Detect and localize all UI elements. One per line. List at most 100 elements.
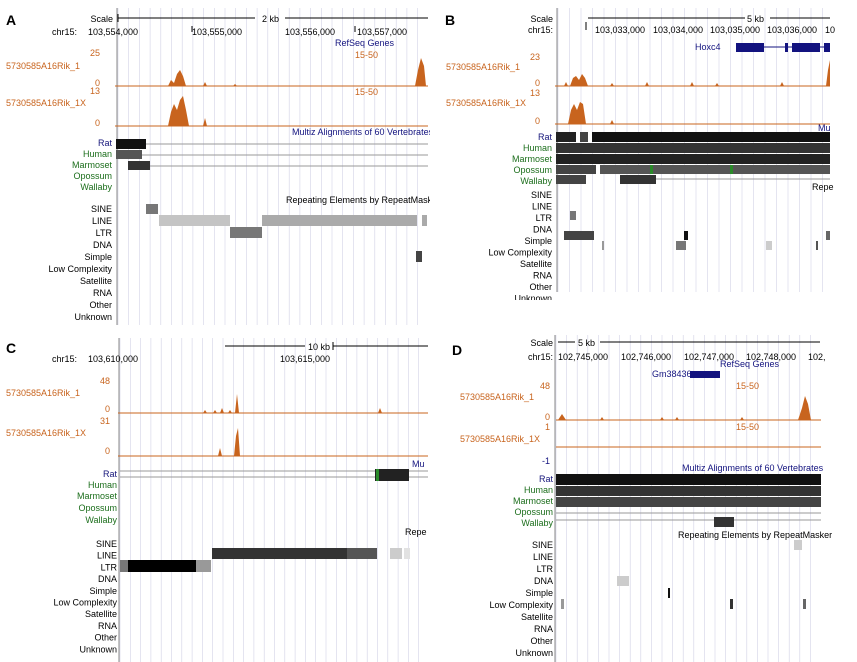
tick-label: 102,748,000 <box>746 352 796 362</box>
track-min: 0 <box>95 78 100 88</box>
chrom-label: chr15: <box>52 354 77 364</box>
svg-text:Rat: Rat <box>539 474 554 484</box>
svg-text:Wallaby: Wallaby <box>520 176 552 186</box>
repeatmasker-label: Repeating Elements by RepeatMasker <box>678 530 832 540</box>
repeat-class-label: LINE <box>533 552 553 562</box>
tick-label: 103,615,000 <box>280 354 330 364</box>
repeat-class-label: LINE <box>532 202 552 212</box>
signal-peaks <box>168 58 426 86</box>
range-label: 15-50 <box>736 422 759 432</box>
tick-label: 102,746,000 <box>621 352 671 362</box>
track-min: 0 <box>535 116 540 126</box>
repeat-class-label: Simple <box>525 588 553 598</box>
alignment-blocks <box>556 132 830 184</box>
svg-text:Opossum: Opossum <box>514 507 553 517</box>
repeat-class-label: Unknown <box>79 644 117 654</box>
repeat-class-label: Other <box>94 633 117 643</box>
repeat-class-label: Satellite <box>520 259 552 269</box>
track-name: 5730585A16Rik_1 <box>460 392 534 402</box>
svg-text:Wallaby: Wallaby <box>80 182 112 192</box>
track-min: 0 <box>95 118 100 128</box>
repeat-class-label: DNA <box>533 225 552 235</box>
repeat-class-label: RNA <box>93 288 112 298</box>
svg-text:Wallaby: Wallaby <box>521 518 553 528</box>
chrom-label: chr15: <box>52 27 77 37</box>
scale-label: Scale <box>90 14 113 24</box>
range-label: 15-50 <box>355 87 378 97</box>
track-max: 31 <box>100 416 110 426</box>
tick-label: 103,033,000 <box>595 25 645 35</box>
repeat-class-label: DNA <box>98 574 117 584</box>
repeat-class-label: Simple <box>84 252 112 262</box>
track-name: 5730585A16Rik_1 <box>446 62 520 72</box>
panel-label-b: B <box>445 12 456 28</box>
multiz-label: Multiz Alignments of 60 Vertebrates <box>682 463 824 473</box>
gene-model <box>736 43 830 52</box>
track-max: 13 <box>530 88 540 98</box>
multiz-label: Mu <box>818 123 831 133</box>
species-labels: Rat Human Marmoset Opossum Wallaby <box>72 138 113 192</box>
repeat-class-label: Other <box>89 300 112 310</box>
svg-text:Marmoset: Marmoset <box>77 491 118 501</box>
repeat-blocks <box>561 540 806 609</box>
chrom-label: chr15: <box>528 352 553 362</box>
species-labels: Rat Human Marmoset Opossum Wallaby <box>513 474 554 528</box>
scale-label: Scale <box>530 338 553 348</box>
tick-label: 103,036,000 <box>767 25 817 35</box>
panel-c: 10 kb chr15: 103,610,000 103,615,000 573… <box>6 338 428 662</box>
repeat-class-label: SINE <box>532 540 553 550</box>
multiz-label: Mu <box>412 459 425 469</box>
track-name: 5730585A16Rik_1 <box>6 61 80 71</box>
repeat-class-label: RNA <box>534 624 553 634</box>
repeat-class-label: Other <box>529 282 552 292</box>
repeat-class-label: LTR <box>536 213 553 223</box>
gene-name: Gm38436 <box>652 369 692 379</box>
repeat-blocks <box>564 211 830 250</box>
repeat-class-label: SINE <box>91 204 112 214</box>
refseq-label: RefSeq Genes <box>720 359 780 369</box>
svg-text:Marmoset: Marmoset <box>512 154 553 164</box>
tick-label: 103,556,000 <box>285 27 335 37</box>
repeat-class-label: Satellite <box>521 612 553 622</box>
svg-text:Opossum: Opossum <box>73 171 112 181</box>
alignment-blocks <box>120 469 428 481</box>
repeat-class-label: Simple <box>89 586 117 596</box>
panel-a: Scale 2 kb chr15: 103,554,000 103,555,00… <box>6 8 430 325</box>
repeat-class-label: SINE <box>531 190 552 200</box>
multiz-label: Multiz Alignments of 60 Vertebrates <box>292 127 430 137</box>
track-min: 0 <box>545 412 550 422</box>
repeat-class-label: LTR <box>537 564 554 574</box>
track-min: 0 <box>105 446 110 456</box>
repeat-class-label: Simple <box>524 236 552 246</box>
scale-value: 5 kb <box>747 14 764 24</box>
species-labels: Rat Human Marmoset Opossum Wallaby <box>512 132 553 186</box>
grid-c <box>118 338 420 662</box>
gene-name: Hoxc4 <box>695 42 721 52</box>
tick-label: 103,554,000 <box>88 27 138 37</box>
panel-label-c: C <box>6 340 17 356</box>
tick-label: 102, <box>808 352 826 362</box>
repeat-class-label: Satellite <box>85 609 117 619</box>
track-name: 5730585A16Rik_1X <box>6 98 86 108</box>
tick-label: 103,035,000 <box>710 25 760 35</box>
track-max: 23 <box>530 52 540 62</box>
track-min: 0 <box>535 78 540 88</box>
panel-d: Scale 5 kb chr15: 102,745,000 102,746,00… <box>460 335 832 662</box>
svg-text:Marmoset: Marmoset <box>72 160 113 170</box>
signal-peaks <box>203 394 382 413</box>
svg-text:Opossum: Opossum <box>78 503 117 513</box>
svg-text:Human: Human <box>524 485 553 495</box>
repeat-class-label: SINE <box>96 539 117 549</box>
repeat-class-label: Low Complexity <box>48 264 112 274</box>
panel-b: Scale 5 kb chr15: 103,033,000 103,034,00… <box>446 8 835 300</box>
repeatmasker-label: Repe <box>405 527 427 537</box>
svg-text:Human: Human <box>83 149 112 159</box>
tick-label: 103,555,000 <box>192 27 242 37</box>
track-max: 48 <box>100 376 110 386</box>
track-name: 5730585A16Rik_1X <box>446 98 526 108</box>
track-max: 13 <box>90 86 100 96</box>
